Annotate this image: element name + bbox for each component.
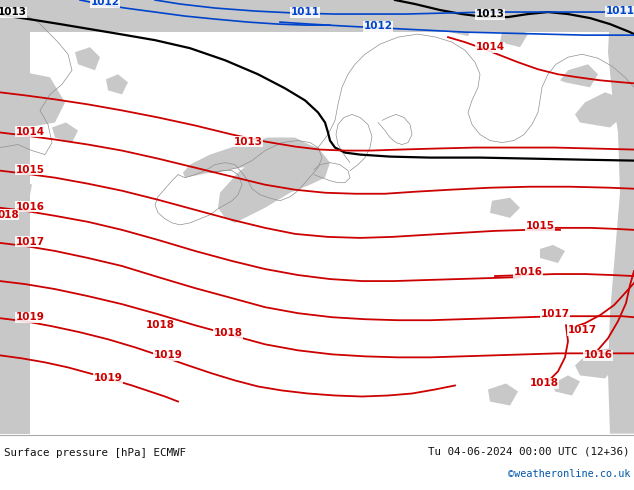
Polygon shape: [0, 0, 30, 434]
Text: 1018: 1018: [529, 378, 559, 389]
Text: 1015: 1015: [526, 221, 555, 231]
Polygon shape: [52, 122, 78, 143]
Polygon shape: [500, 27, 528, 47]
Text: 1012: 1012: [91, 0, 119, 7]
Text: 1017: 1017: [567, 325, 597, 335]
Text: ©weatheronline.co.uk: ©weatheronline.co.uk: [507, 468, 630, 479]
Polygon shape: [608, 0, 634, 434]
Polygon shape: [0, 73, 65, 132]
Text: 1011: 1011: [605, 6, 634, 16]
Polygon shape: [490, 198, 520, 218]
Text: 1014: 1014: [15, 126, 44, 137]
Text: 1018: 1018: [145, 320, 174, 330]
Polygon shape: [560, 64, 598, 87]
Text: 1015: 1015: [15, 165, 44, 174]
Text: 1014: 1014: [476, 42, 505, 52]
Polygon shape: [575, 348, 618, 378]
Polygon shape: [75, 47, 100, 70]
Text: 1013: 1013: [233, 137, 262, 147]
Text: Tu 04-06-2024 00:00 UTC (12+36): Tu 04-06-2024 00:00 UTC (12+36): [429, 446, 630, 456]
Polygon shape: [218, 143, 330, 223]
Polygon shape: [488, 384, 518, 406]
Text: 1011: 1011: [290, 7, 320, 17]
Text: 1017: 1017: [15, 237, 44, 247]
Text: 1017: 1017: [540, 309, 569, 319]
Polygon shape: [540, 245, 565, 263]
Text: 1019: 1019: [153, 350, 183, 360]
Text: 1016: 1016: [514, 267, 543, 277]
Text: 1018: 1018: [214, 328, 242, 338]
Polygon shape: [0, 178, 32, 213]
Text: 1019: 1019: [94, 373, 122, 384]
Polygon shape: [575, 92, 625, 127]
Polygon shape: [183, 138, 315, 178]
Text: 1013: 1013: [0, 7, 27, 17]
Text: 018: 018: [0, 210, 19, 220]
Polygon shape: [553, 375, 580, 395]
Polygon shape: [448, 18, 474, 36]
Text: 1013: 1013: [476, 9, 505, 19]
Text: 1012: 1012: [363, 21, 392, 31]
Text: 1016: 1016: [15, 202, 44, 212]
Polygon shape: [0, 251, 26, 278]
Text: 1016: 1016: [583, 350, 612, 360]
Text: 1019: 1019: [16, 312, 44, 322]
Text: Surface pressure [hPa] ECMWF: Surface pressure [hPa] ECMWF: [4, 448, 186, 458]
Polygon shape: [0, 0, 634, 32]
Polygon shape: [106, 74, 128, 95]
